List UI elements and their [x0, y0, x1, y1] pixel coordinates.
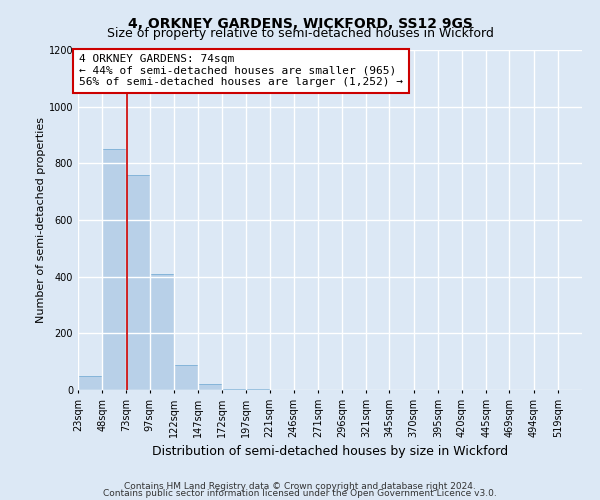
Bar: [222, 388, 247, 390]
Y-axis label: Number of semi-detached properties: Number of semi-detached properties: [36, 117, 46, 323]
Bar: [149, 274, 174, 390]
Bar: [127, 174, 149, 390]
Bar: [102, 149, 127, 390]
Text: Contains public sector information licensed under the Open Government Licence v3: Contains public sector information licen…: [103, 490, 497, 498]
Text: Size of property relative to semi-detached houses in Wickford: Size of property relative to semi-detach…: [107, 28, 493, 40]
Bar: [198, 384, 222, 390]
Text: 4, ORKNEY GARDENS, WICKFORD, SS12 9GS: 4, ORKNEY GARDENS, WICKFORD, SS12 9GS: [128, 18, 472, 32]
Bar: [78, 376, 102, 390]
Bar: [174, 364, 198, 390]
Bar: [247, 388, 269, 390]
X-axis label: Distribution of semi-detached houses by size in Wickford: Distribution of semi-detached houses by …: [152, 446, 508, 458]
Text: Contains HM Land Registry data © Crown copyright and database right 2024.: Contains HM Land Registry data © Crown c…: [124, 482, 476, 491]
Text: 4 ORKNEY GARDENS: 74sqm
← 44% of semi-detached houses are smaller (965)
56% of s: 4 ORKNEY GARDENS: 74sqm ← 44% of semi-de…: [79, 54, 403, 88]
